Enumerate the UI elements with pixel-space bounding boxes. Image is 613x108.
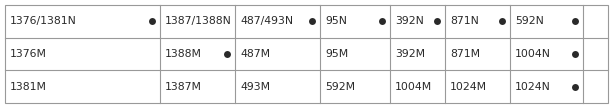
Text: 1024N: 1024N — [515, 82, 551, 92]
Text: 392M: 392M — [395, 49, 425, 59]
Text: 1387M: 1387M — [165, 82, 202, 92]
Text: 487M: 487M — [240, 49, 270, 59]
Text: 1004N: 1004N — [515, 49, 551, 59]
Text: 392N: 392N — [395, 16, 424, 26]
Text: 1004M: 1004M — [395, 82, 432, 92]
Text: 1387/1388N: 1387/1388N — [165, 16, 232, 26]
Text: 487/493N: 487/493N — [240, 16, 293, 26]
Text: 1381M: 1381M — [10, 82, 47, 92]
Text: 871N: 871N — [450, 16, 479, 26]
Text: 1376/1381N: 1376/1381N — [10, 16, 77, 26]
Text: 871M: 871M — [450, 49, 480, 59]
Text: 95M: 95M — [325, 49, 348, 59]
Text: 1388M: 1388M — [165, 49, 202, 59]
Text: 1024M: 1024M — [450, 82, 487, 92]
Text: 1376M: 1376M — [10, 49, 47, 59]
Text: 493M: 493M — [240, 82, 270, 92]
Text: 95N: 95N — [325, 16, 347, 26]
Text: 592M: 592M — [325, 82, 355, 92]
Text: 592N: 592N — [515, 16, 544, 26]
